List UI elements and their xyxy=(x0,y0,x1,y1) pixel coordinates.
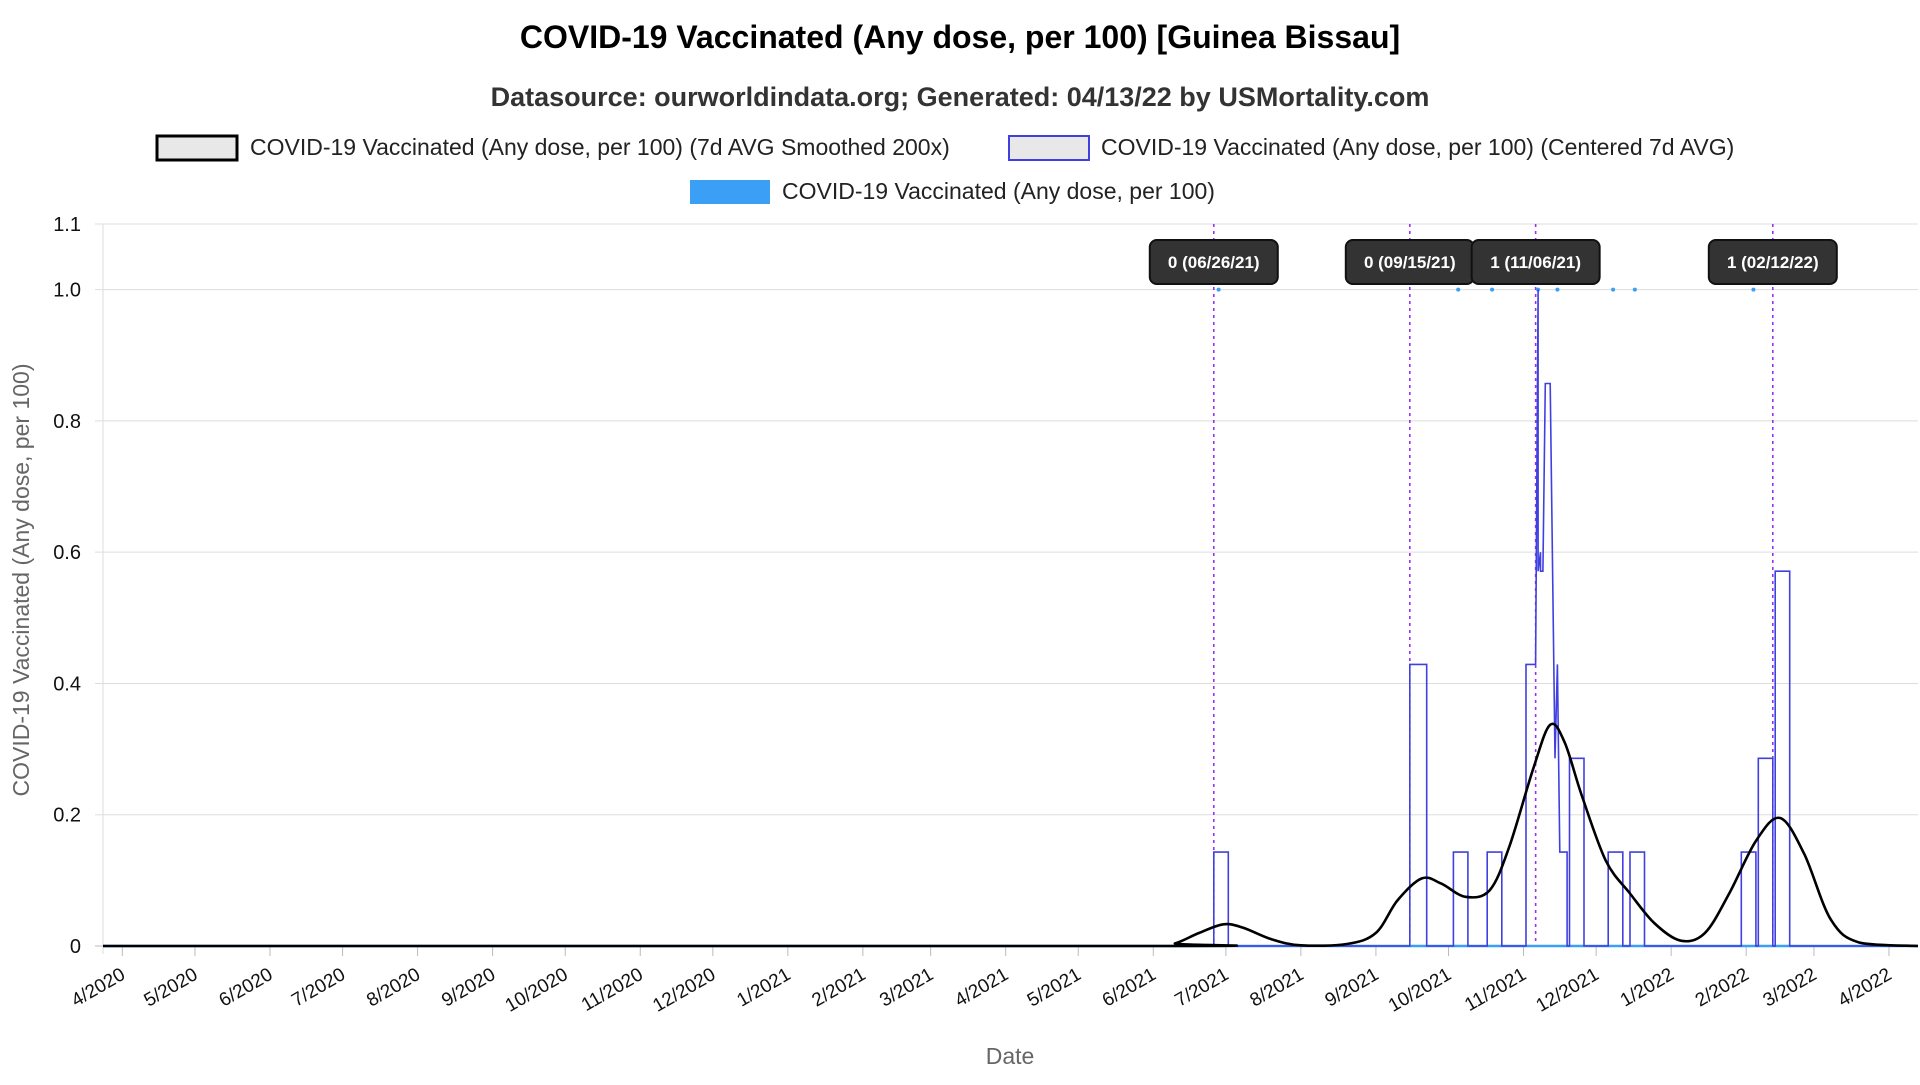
raw-data-point xyxy=(1632,287,1637,292)
legend-label-smoothed: COVID-19 Vaccinated (Any dose, per 100) … xyxy=(250,134,950,160)
x-tick-label: 4/2020 xyxy=(68,964,129,1011)
annotation-label-box xyxy=(1148,239,1279,285)
y-tick-label: 0.8 xyxy=(53,411,81,433)
y-tick-label: 0 xyxy=(70,936,81,958)
x-tick-label: 5/2020 xyxy=(141,964,202,1011)
raw-data-point xyxy=(1611,287,1616,292)
x-tick-label: 7/2020 xyxy=(288,964,349,1011)
annotation-label-text: 0 (09/15/21) xyxy=(1364,253,1456,272)
annotation-label-box xyxy=(1470,239,1601,285)
annotation-label-box xyxy=(1707,239,1838,285)
x-tick-label: 6/2020 xyxy=(216,964,277,1011)
x-tick-label: 1/2022 xyxy=(1617,964,1678,1011)
x-tick-label: 4/2022 xyxy=(1835,964,1896,1011)
y-tick-label: 0.2 xyxy=(53,805,81,827)
legend-item-smoothed[interactable]: COVID-19 Vaccinated (Any dose, per 100) … xyxy=(155,134,950,162)
chart-subtitle: Datasource: ourworldindata.org; Generate… xyxy=(491,82,1430,112)
raw-data-point xyxy=(1490,287,1495,292)
annotation-label-layer: 0 (06/26/21) 0 (09/15/21) 1 (11/06/21) 1 (0… xyxy=(1148,239,1838,285)
raw-data-point xyxy=(1555,287,1560,292)
x-tick-label: 2/2022 xyxy=(1692,964,1753,1011)
x-tick-label: 2/2021 xyxy=(809,964,870,1011)
legend-item-centered[interactable]: COVID-19 Vaccinated (Any dose, per 100) … xyxy=(1008,134,1734,161)
x-tick-label: 9/2020 xyxy=(438,964,499,1011)
x-tick-label: 3/2021 xyxy=(876,964,937,1011)
annotation-label: 1 (11/06/21) xyxy=(1470,239,1601,285)
series-layer xyxy=(103,287,1919,948)
x-tick-label: 11/2020 xyxy=(578,964,647,1016)
grid-layer xyxy=(95,223,1918,956)
annotation-label-text: 1 (11/06/21) xyxy=(1490,253,1581,272)
annotation-line-layer xyxy=(1212,224,1774,946)
annotation-label-text: 0 (06/26/21) xyxy=(1168,253,1260,272)
annotation-label: 1 (02/12/22) xyxy=(1707,239,1838,285)
x-tick-label: 12/2020 xyxy=(649,964,719,1017)
y-tick-label: 1.0 xyxy=(53,280,81,302)
x-tick-label: 5/2021 xyxy=(1024,964,1085,1011)
legend-label-raw: COVID-19 Vaccinated (Any dose, per 100) xyxy=(782,178,1215,204)
legend: COVID-19 Vaccinated (Any dose, per 100) … xyxy=(155,134,1734,204)
smoothed-avg-line xyxy=(103,722,1919,948)
x-tick-label: 10/2020 xyxy=(502,964,572,1017)
centered-avg-line xyxy=(103,289,1918,947)
y-tick-label: 0.6 xyxy=(53,542,81,564)
raw-data-point xyxy=(1216,287,1221,292)
annotation-label: 0 (09/15/21) xyxy=(1344,239,1475,285)
raw-data-point xyxy=(1751,287,1756,292)
x-tick-label: 1/2021 xyxy=(734,964,795,1011)
x-tick-label: 8/2020 xyxy=(363,964,424,1011)
x-tick-label: 12/2021 xyxy=(1533,964,1603,1017)
axis-layer: 00.20.40.60.81.01.14/2020 5/2020 6/2020 7/2… xyxy=(53,214,1895,1017)
legend-swatch-raw xyxy=(690,180,770,204)
x-tick-label: 3/2022 xyxy=(1760,964,1821,1011)
x-axis-label: Date xyxy=(986,1043,1035,1069)
chart-title: COVID-19 Vaccinated (Any dose, per 100) … xyxy=(520,19,1400,55)
x-tick-label: 10/2021 xyxy=(1385,964,1455,1017)
annotation-label: 0 (06/26/21) xyxy=(1148,239,1279,285)
legend-label-centered: COVID-19 Vaccinated (Any dose, per 100) … xyxy=(1101,134,1734,160)
annotation-label-text: 1 (02/12/22) xyxy=(1727,253,1819,272)
x-tick-label: 6/2021 xyxy=(1099,964,1160,1011)
legend-item-raw[interactable]: COVID-19 Vaccinated (Any dose, per 100) xyxy=(690,178,1215,204)
x-tick-label: 11/2021 xyxy=(1461,964,1530,1016)
raw-data-point xyxy=(1456,287,1461,292)
x-tick-label: 7/2021 xyxy=(1172,964,1233,1011)
legend-swatch-centered xyxy=(1008,135,1090,161)
x-tick-label: 9/2021 xyxy=(1322,964,1383,1011)
y-tick-label: 0.4 xyxy=(53,673,81,695)
x-tick-label: 4/2021 xyxy=(951,964,1012,1011)
x-tick-label: 8/2021 xyxy=(1247,964,1308,1011)
y-axis-label: COVID-19 Vaccinated (Any dose, per 100) xyxy=(8,364,34,797)
y-tick-label: 1.1 xyxy=(53,214,81,236)
legend-swatch-smoothed xyxy=(155,134,239,162)
